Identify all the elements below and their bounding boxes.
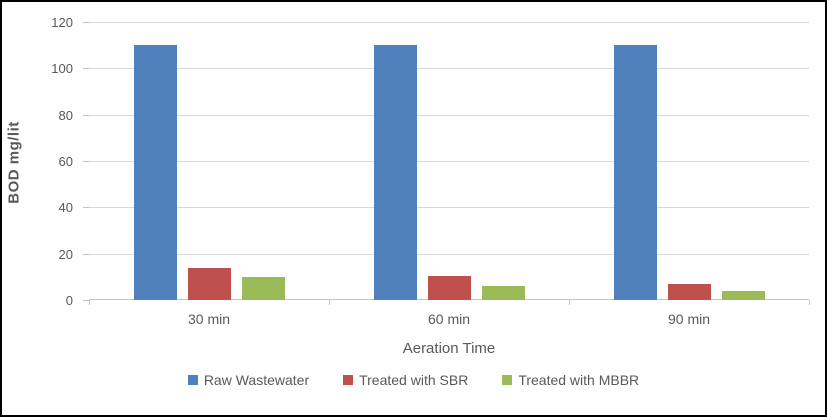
plot-area bbox=[89, 22, 809, 300]
x-axis-title: Aeration Time bbox=[402, 340, 496, 357]
bar-treated-with-sbr-30-min bbox=[187, 267, 231, 300]
y-tick-label-100: 100 bbox=[51, 61, 73, 77]
y-tick-mark-100 bbox=[83, 68, 89, 70]
bar-treated-with-mbbr-90-min bbox=[721, 290, 765, 300]
y-tick-label-40: 40 bbox=[58, 200, 73, 216]
x-tick-mark-1 bbox=[329, 300, 330, 305]
legend-swatch-icon bbox=[502, 375, 513, 385]
bar-treated-with-sbr-60-min bbox=[427, 275, 471, 300]
gridline-y-40 bbox=[89, 207, 809, 209]
x-tick-mark-3 bbox=[809, 300, 810, 305]
legend-item-treated-with-mbbr: Treated with MBBR bbox=[502, 372, 639, 388]
y-tick-label-120: 120 bbox=[51, 15, 73, 30]
y-tick-mark-120 bbox=[83, 22, 89, 23]
bar-raw-wastewater-90-min bbox=[613, 45, 657, 300]
x-tick-mark-0 bbox=[89, 300, 90, 305]
gridline-y-20 bbox=[89, 253, 809, 255]
legend-label: Treated with MBBR bbox=[518, 372, 640, 388]
y-tick-mark-60 bbox=[83, 161, 89, 162]
bar-treated-with-mbbr-30-min bbox=[241, 276, 285, 300]
legend-swatch-icon bbox=[343, 375, 354, 385]
y-tick-label-0: 0 bbox=[65, 293, 73, 308]
bar-treated-with-sbr-90-min bbox=[667, 283, 711, 300]
legend-swatch-icon bbox=[187, 375, 198, 385]
legend-item-treated-with-sbr: Treated with SBR bbox=[343, 372, 468, 388]
y-tick-mark-40 bbox=[83, 207, 89, 209]
x-tick-label-60-min: 60 min bbox=[427, 311, 471, 327]
bar-raw-wastewater-30-min bbox=[133, 45, 177, 300]
y-tick-label-80: 80 bbox=[58, 107, 73, 123]
gridline-y-60 bbox=[89, 161, 809, 162]
gridline-y-80 bbox=[89, 114, 809, 116]
gridline-y-120 bbox=[89, 22, 809, 23]
bar-treated-with-mbbr-60-min bbox=[481, 286, 525, 300]
y-tick-label-20: 20 bbox=[58, 246, 73, 262]
gridline-y-100 bbox=[89, 68, 809, 70]
y-tick-mark-80 bbox=[83, 114, 89, 116]
x-tick-label-30-min: 30 min bbox=[187, 311, 231, 327]
x-tick-label-90-min: 90 min bbox=[667, 311, 711, 327]
legend-item-raw-wastewater: Raw Wastewater bbox=[187, 372, 310, 388]
legend-label: Raw Wastewater bbox=[203, 372, 310, 388]
bar-raw-wastewater-60-min bbox=[373, 45, 417, 300]
x-tick-mark-2 bbox=[569, 300, 570, 305]
legend: Raw Wastewater Treated with SBR Treated wi… bbox=[2, 372, 825, 388]
y-tick-label-60: 60 bbox=[58, 154, 73, 169]
y-tick-mark-0 bbox=[83, 300, 89, 301]
y-tick-mark-20 bbox=[83, 253, 89, 255]
legend-label: Treated with SBR bbox=[359, 372, 469, 388]
